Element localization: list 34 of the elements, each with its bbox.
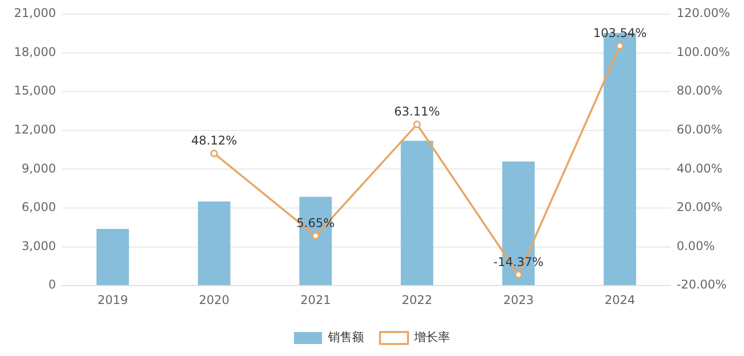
legend-label: 销售额	[327, 330, 364, 344]
y2-tick-label: -20.00%	[676, 278, 727, 292]
y-tick-label: 21,000	[14, 6, 56, 20]
y2-tick-label: 0.00%	[676, 238, 715, 253]
x-tick-label: 2024	[604, 292, 636, 307]
y2-tick-label: 100.00%	[676, 44, 730, 59]
point	[413, 120, 421, 128]
point	[312, 232, 320, 240]
x-tick-label: 2019	[97, 292, 128, 307]
data-label: 48.12%	[191, 134, 238, 148]
x-tick-label: 2022	[402, 292, 432, 307]
y2-tick-label: 40.00%	[676, 161, 722, 176]
y-tick-label: 0	[48, 278, 56, 292]
legend-label: 增长率	[413, 330, 450, 344]
data-label: 63.11%	[394, 104, 440, 118]
x-tick-label: 2020	[198, 292, 230, 307]
bar	[96, 228, 129, 286]
y-tick-label: 6,000	[22, 200, 56, 214]
bar	[198, 202, 230, 286]
y-tick-label: 18,000	[14, 44, 56, 59]
x-tick-label: 2023	[503, 292, 534, 307]
y2-tick-label: 80.00%	[676, 84, 722, 98]
point	[514, 270, 522, 278]
y-tick-label: 15,000	[14, 84, 56, 98]
bar	[400, 140, 434, 286]
x-tick-label: 2021	[300, 292, 331, 307]
y2-tick-label: 20.00%	[676, 200, 722, 214]
point	[210, 150, 218, 158]
y-tick-label: 3,000	[22, 238, 56, 253]
point	[616, 42, 624, 50]
y-tick-label: 9,000	[22, 161, 56, 176]
y-tick-label: 12,000	[14, 122, 56, 137]
y2-tick-label: 120.00%	[676, 6, 730, 20]
y2-tick-label: 60.00%	[676, 122, 722, 137]
